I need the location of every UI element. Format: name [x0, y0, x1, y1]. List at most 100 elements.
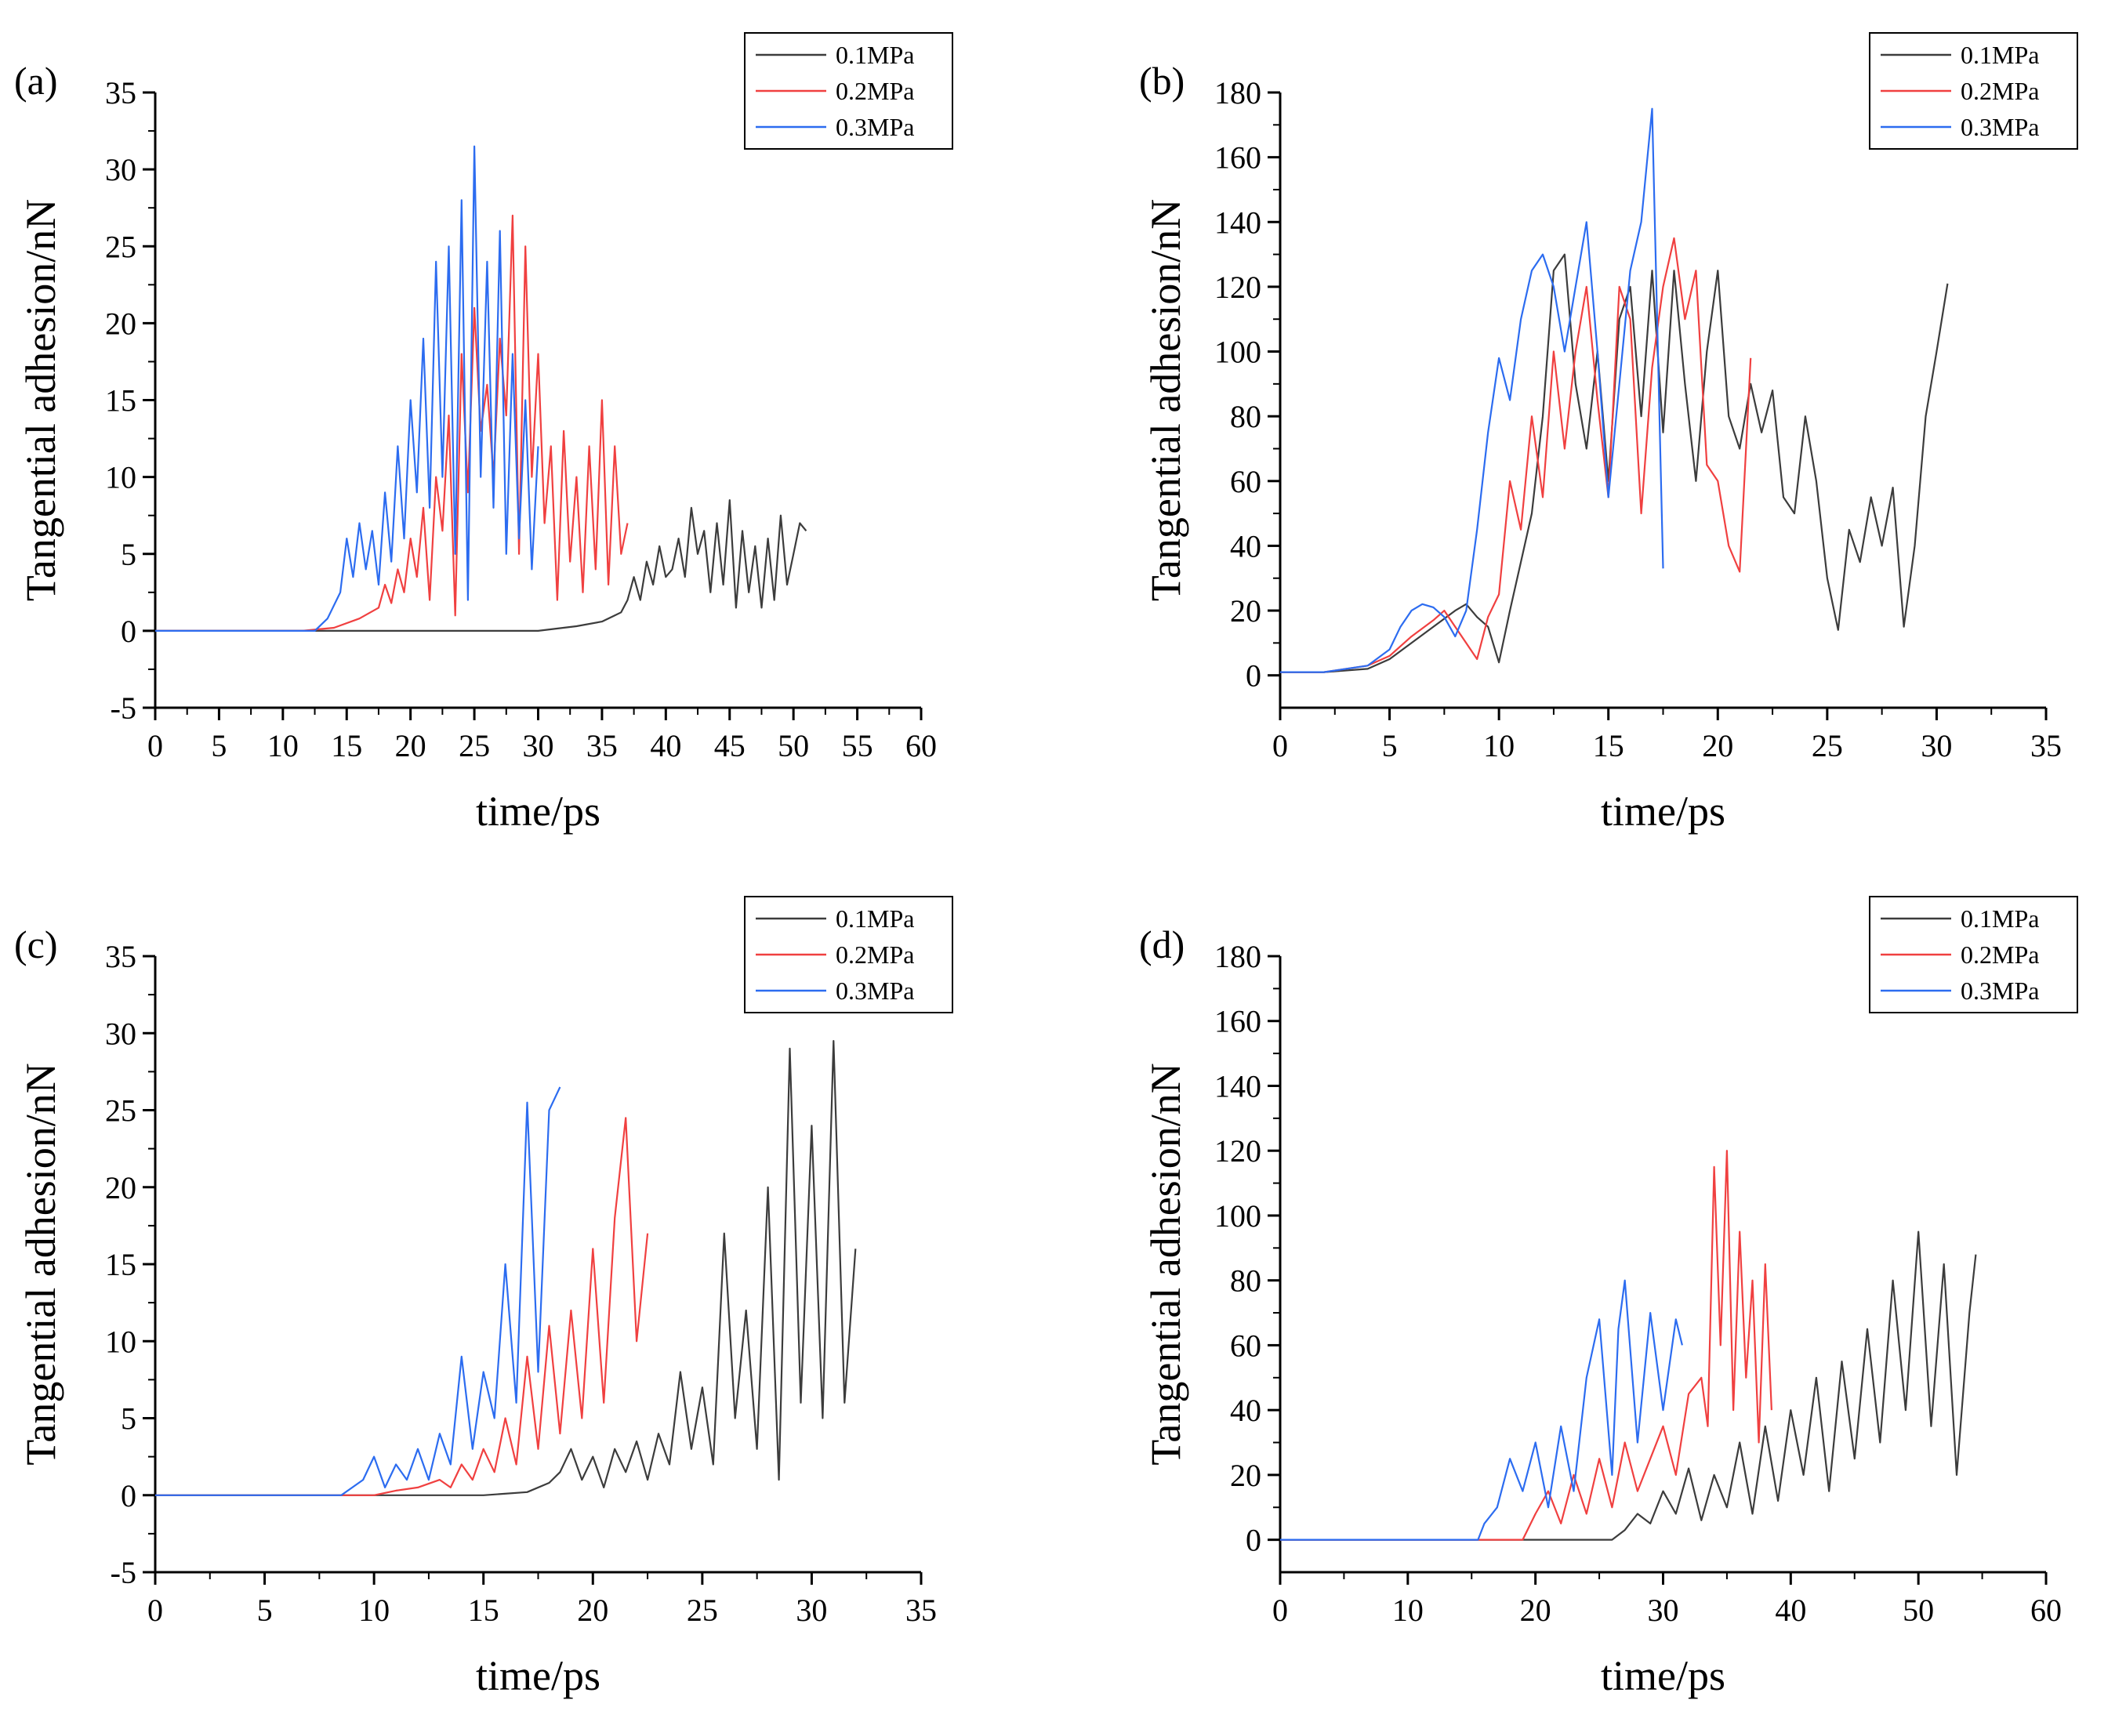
- legend-label: 0.1MPa: [836, 41, 914, 69]
- y-tick-label: 40: [1230, 1393, 1261, 1428]
- y-tick-label: 100: [1214, 1198, 1261, 1234]
- y-tick-label: 15: [105, 1247, 136, 1282]
- series-line-0.3MPa: [1280, 1279, 1683, 1541]
- x-axis-title: time/ps: [476, 1652, 600, 1699]
- y-tick-label: 80: [1230, 399, 1261, 434]
- series-line-0.1MPa: [155, 1039, 857, 1496]
- panel-label: (a): [14, 59, 58, 103]
- y-tick-label: 0: [121, 1478, 136, 1513]
- y-tick-label: 10: [105, 1324, 136, 1359]
- y-tick-label: 20: [1230, 1458, 1261, 1493]
- series-line-0.3MPa: [155, 145, 539, 632]
- x-tick-label: 10: [1483, 728, 1515, 763]
- series-line-0.3MPa: [155, 1086, 561, 1496]
- x-tick-label: 30: [1921, 728, 1952, 763]
- x-tick-label: 60: [2030, 1593, 2062, 1628]
- x-tick-label: 30: [796, 1593, 827, 1628]
- y-tick-label: 0: [1246, 1523, 1261, 1558]
- y-axis-title: Tangential adhesion/nN: [1142, 199, 1189, 602]
- y-tick-label: 60: [1230, 464, 1261, 499]
- x-tick-label: 20: [395, 728, 426, 763]
- legend-label: 0.3MPa: [836, 113, 914, 141]
- y-tick-label: 0: [1246, 658, 1261, 694]
- x-tick-label: 45: [714, 728, 746, 763]
- y-tick-label: 20: [105, 306, 136, 341]
- x-tick-label: 35: [586, 728, 618, 763]
- y-tick-label: 35: [105, 939, 136, 974]
- y-tick-label: 160: [1214, 1004, 1261, 1039]
- x-tick-label: 60: [905, 728, 937, 763]
- y-tick-label: 35: [105, 75, 136, 111]
- series-line-0.2MPa: [155, 214, 629, 632]
- x-tick-label: 40: [650, 728, 681, 763]
- x-tick-label: 15: [1593, 728, 1624, 763]
- x-tick-label: 50: [778, 728, 809, 763]
- x-tick-label: 5: [1382, 728, 1398, 763]
- x-axis-title: time/ps: [1601, 788, 1725, 835]
- plot-area: [1280, 1150, 1977, 1541]
- panel-label: (c): [14, 922, 58, 966]
- x-axis-title: time/ps: [476, 788, 600, 835]
- y-tick-label: 0: [121, 614, 136, 649]
- y-tick-label: 30: [105, 1016, 136, 1051]
- x-tick-label: 20: [1702, 728, 1733, 763]
- series-line-0.1MPa: [1280, 253, 1949, 673]
- y-tick-label: 160: [1214, 140, 1261, 176]
- legend-label: 0.3MPa: [1961, 113, 2039, 141]
- legend-label: 0.2MPa: [1961, 77, 2039, 105]
- x-tick-label: 35: [2030, 728, 2062, 763]
- y-tick-label: 5: [121, 537, 136, 572]
- y-tick-label: 100: [1214, 335, 1261, 370]
- y-tick-label: 60: [1230, 1328, 1261, 1363]
- x-tick-label: 15: [331, 728, 362, 763]
- y-tick-label: 20: [105, 1170, 136, 1205]
- x-tick-label: 0: [147, 728, 163, 763]
- legend: 0.1MPa 0.2MPa 0.3MPa: [1869, 32, 2078, 150]
- legend-label: 0.3MPa: [1961, 977, 2039, 1005]
- plot-area: [155, 145, 807, 632]
- x-tick-label: 0: [1272, 728, 1288, 763]
- y-tick-label: 30: [105, 152, 136, 187]
- legend: 0.1MPa 0.2MPa 0.3MPa: [1869, 896, 2078, 1013]
- y-tick-label: 120: [1214, 270, 1261, 305]
- y-tick-label: 120: [1214, 1133, 1261, 1169]
- y-tick-label: 20: [1230, 593, 1261, 629]
- x-tick-label: 25: [459, 728, 490, 763]
- legend-label: 0.2MPa: [836, 940, 914, 969]
- legend-label: 0.1MPa: [1961, 41, 2039, 69]
- chart-panel-2: 0 5 10 15 20 25 30 35 -5 0 5 10 15 20 25 30 35 time/ps Tan…: [14, 896, 953, 1699]
- x-tick-label: 30: [523, 728, 554, 763]
- y-tick-label: 10: [105, 460, 136, 495]
- x-tick-label: 0: [1272, 1593, 1288, 1628]
- y-tick-label: 180: [1214, 939, 1261, 974]
- x-tick-label: 55: [842, 728, 873, 763]
- x-tick-label: 0: [147, 1593, 163, 1628]
- panel-label: (d): [1139, 922, 1185, 966]
- legend-label: 0.1MPa: [836, 904, 914, 933]
- x-tick-label: 20: [1520, 1593, 1551, 1628]
- legend-label: 0.1MPa: [1961, 904, 2039, 933]
- y-tick-label: 140: [1214, 1068, 1261, 1104]
- chart-panel-0: 0 5 10 15 20 25 30 35 40 45 50 55 60 -5 0 5 10 15 20 25 30 35…: [14, 32, 953, 835]
- y-axis-title: Tangential adhesion/nN: [17, 199, 64, 602]
- legend-label: 0.2MPa: [836, 77, 914, 105]
- x-tick-label: 25: [687, 1593, 718, 1628]
- x-tick-label: 10: [358, 1593, 390, 1628]
- x-tick-label: 40: [1775, 1593, 1806, 1628]
- y-tick-label: 15: [105, 383, 136, 419]
- y-tick-label: 25: [105, 1093, 136, 1129]
- plot-area: [155, 1039, 857, 1496]
- y-tick-label: 40: [1230, 528, 1261, 564]
- legend-label: 0.3MPa: [836, 977, 914, 1005]
- y-tick-label: 80: [1230, 1263, 1261, 1299]
- y-axis-title: Tangential adhesion/nN: [1142, 1063, 1189, 1466]
- x-tick-label: 5: [257, 1593, 273, 1628]
- y-axis-title: Tangential adhesion/nN: [17, 1063, 64, 1466]
- x-tick-label: 5: [211, 728, 227, 763]
- x-tick-label: 35: [905, 1593, 937, 1628]
- series-line-0.1MPa: [1280, 1230, 1977, 1541]
- series-line-0.2MPa: [155, 1117, 649, 1496]
- x-tick-label: 15: [468, 1593, 499, 1628]
- y-tick-label: -5: [111, 690, 136, 726]
